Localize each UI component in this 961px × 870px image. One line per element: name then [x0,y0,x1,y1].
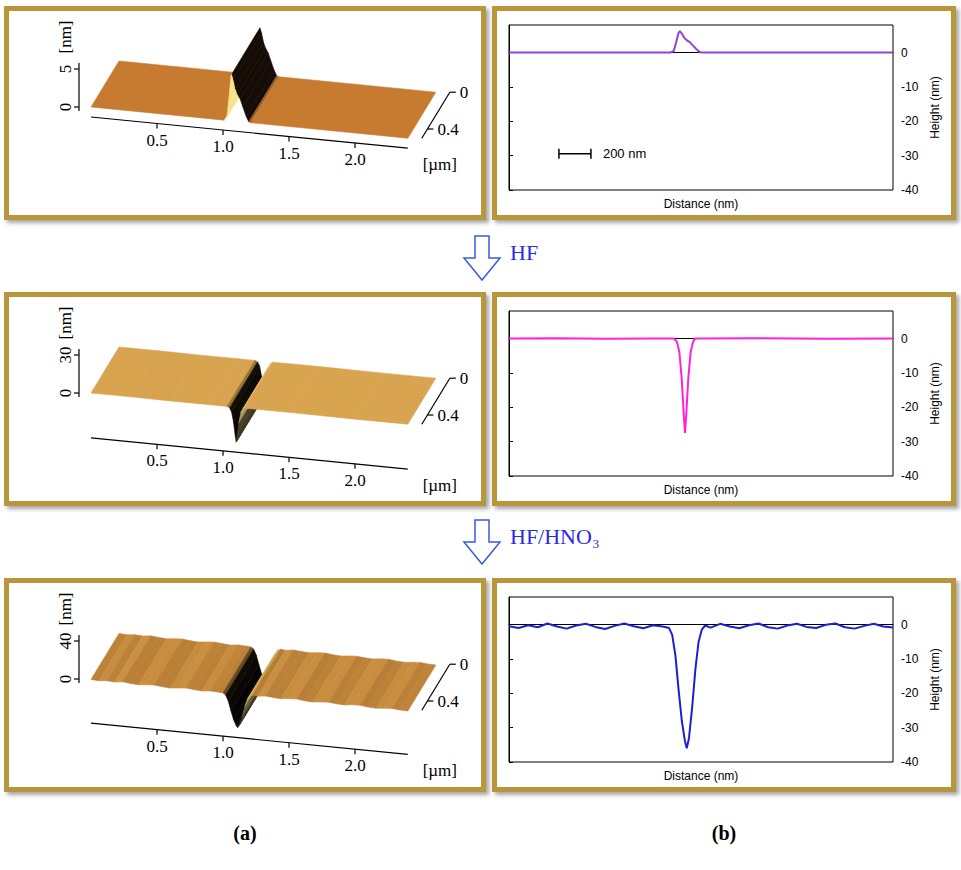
svg-text:2.0: 2.0 [344,471,365,490]
svg-text:0.4: 0.4 [437,692,459,711]
svg-text:-10: -10 [901,80,919,94]
svg-text:0.5: 0.5 [146,131,167,150]
svg-text:[µm]: [µm] [423,155,457,174]
svg-text:2.0: 2.0 [344,756,365,775]
svg-text:[µm]: [µm] [423,761,457,780]
svg-text:[nm]: [nm] [56,306,75,339]
svg-text:-10: -10 [901,652,919,666]
svg-text:0: 0 [56,103,75,112]
svg-text:1.0: 1.0 [212,458,233,477]
html-text:(a): (a) [233,822,257,844]
svg-text:1.5: 1.5 [278,750,299,769]
html-text:HF: HF [510,240,539,265]
svg-text:-30: -30 [901,721,919,735]
svg-text:0: 0 [901,332,908,346]
svg-text:Distance (nm): Distance (nm) [664,483,739,497]
svg-text:-20: -20 [901,686,919,700]
svg-text:2.0: 2.0 [344,150,365,169]
svg-text:1.5: 1.5 [278,144,299,163]
svg-text:0.5: 0.5 [146,737,167,756]
svg-text:0: 0 [56,675,75,684]
svg-text:-30: -30 [901,435,919,449]
svg-text:200 nm: 200 nm [603,146,646,161]
svg-text:-10: -10 [901,366,919,380]
svg-text:5: 5 [56,65,75,74]
svg-text:0.5: 0.5 [146,451,167,470]
svg-text:-40: -40 [901,183,919,197]
svg-text:Distance (nm): Distance (nm) [664,769,739,783]
svg-text:[nm]: [nm] [56,20,75,53]
svg-text:40: 40 [56,633,75,650]
svg-text:-20: -20 [901,400,919,414]
svg-text:0: 0 [460,369,469,388]
html-text:HF/HNO₃: HF/HNO₃ [510,524,600,549]
svg-text:0: 0 [901,46,908,60]
html-text:(b): (b) [711,822,737,844]
svg-text:1.0: 1.0 [212,137,233,156]
svg-text:Height (nm): Height (nm) [928,648,942,711]
svg-text:[nm]: [nm] [56,592,75,625]
svg-text:[µm]: [µm] [423,476,457,495]
svg-text:0: 0 [460,655,469,674]
svg-text:-40: -40 [901,755,919,769]
svg-text:0: 0 [901,618,908,632]
svg-text:-30: -30 [901,149,919,163]
svg-text:0.4: 0.4 [437,406,459,425]
svg-text:0: 0 [56,389,75,398]
svg-text:1.5: 1.5 [278,464,299,483]
svg-text:0: 0 [460,83,469,102]
svg-text:-40: -40 [901,469,919,483]
svg-text:1.0: 1.0 [212,743,233,762]
svg-text:-20: -20 [901,114,919,128]
svg-text:0.4: 0.4 [437,120,459,139]
svg-text:Height (nm): Height (nm) [928,76,942,139]
svg-text:30: 30 [56,347,75,364]
svg-text:Height (nm): Height (nm) [928,362,942,425]
svg-text:Distance (nm): Distance (nm) [664,197,739,211]
